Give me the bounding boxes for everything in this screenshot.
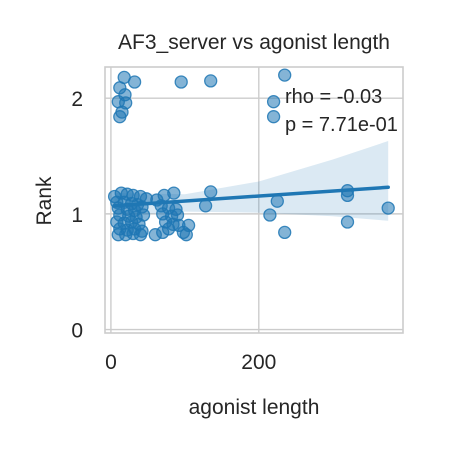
y-tick-label: 2 [71, 88, 83, 111]
data-point [127, 75, 142, 89]
data-point [174, 75, 188, 89]
data-point [167, 186, 181, 200]
data-point [270, 194, 284, 208]
x-axis-label: agonist length [189, 396, 320, 419]
regression-line [112, 185, 390, 208]
p-value-annotation: p = 7.71e-01 [285, 114, 398, 136]
data-point [204, 185, 218, 199]
grid-lines [105, 67, 403, 333]
data-point [266, 95, 281, 109]
data-point [133, 228, 148, 242]
x-tick-label: 200 [241, 351, 276, 374]
chart-title: AF3_server vs agonist length [118, 31, 390, 54]
data-point [204, 74, 218, 88]
data-point [381, 201, 395, 215]
data-point [113, 110, 127, 124]
y-tick-label: 0 [71, 320, 83, 343]
data-points [107, 68, 395, 242]
data-point [266, 110, 281, 124]
plot-border [104, 66, 404, 334]
y-tick-label: 1 [71, 204, 83, 227]
y-axis-label: Rank [33, 176, 56, 226]
rho-annotation: rho = -0.03 [285, 86, 382, 108]
data-point [278, 68, 292, 82]
tick-labels: 0 200 0 1 2 [71, 88, 276, 374]
regression-line-layer [112, 185, 390, 208]
plot-frame [104, 66, 404, 334]
data-point [340, 215, 355, 229]
data-point [172, 218, 186, 233]
data-point [263, 208, 277, 222]
data-point [156, 225, 170, 240]
data-point [278, 225, 292, 240]
x-tick-label: 0 [105, 351, 117, 374]
